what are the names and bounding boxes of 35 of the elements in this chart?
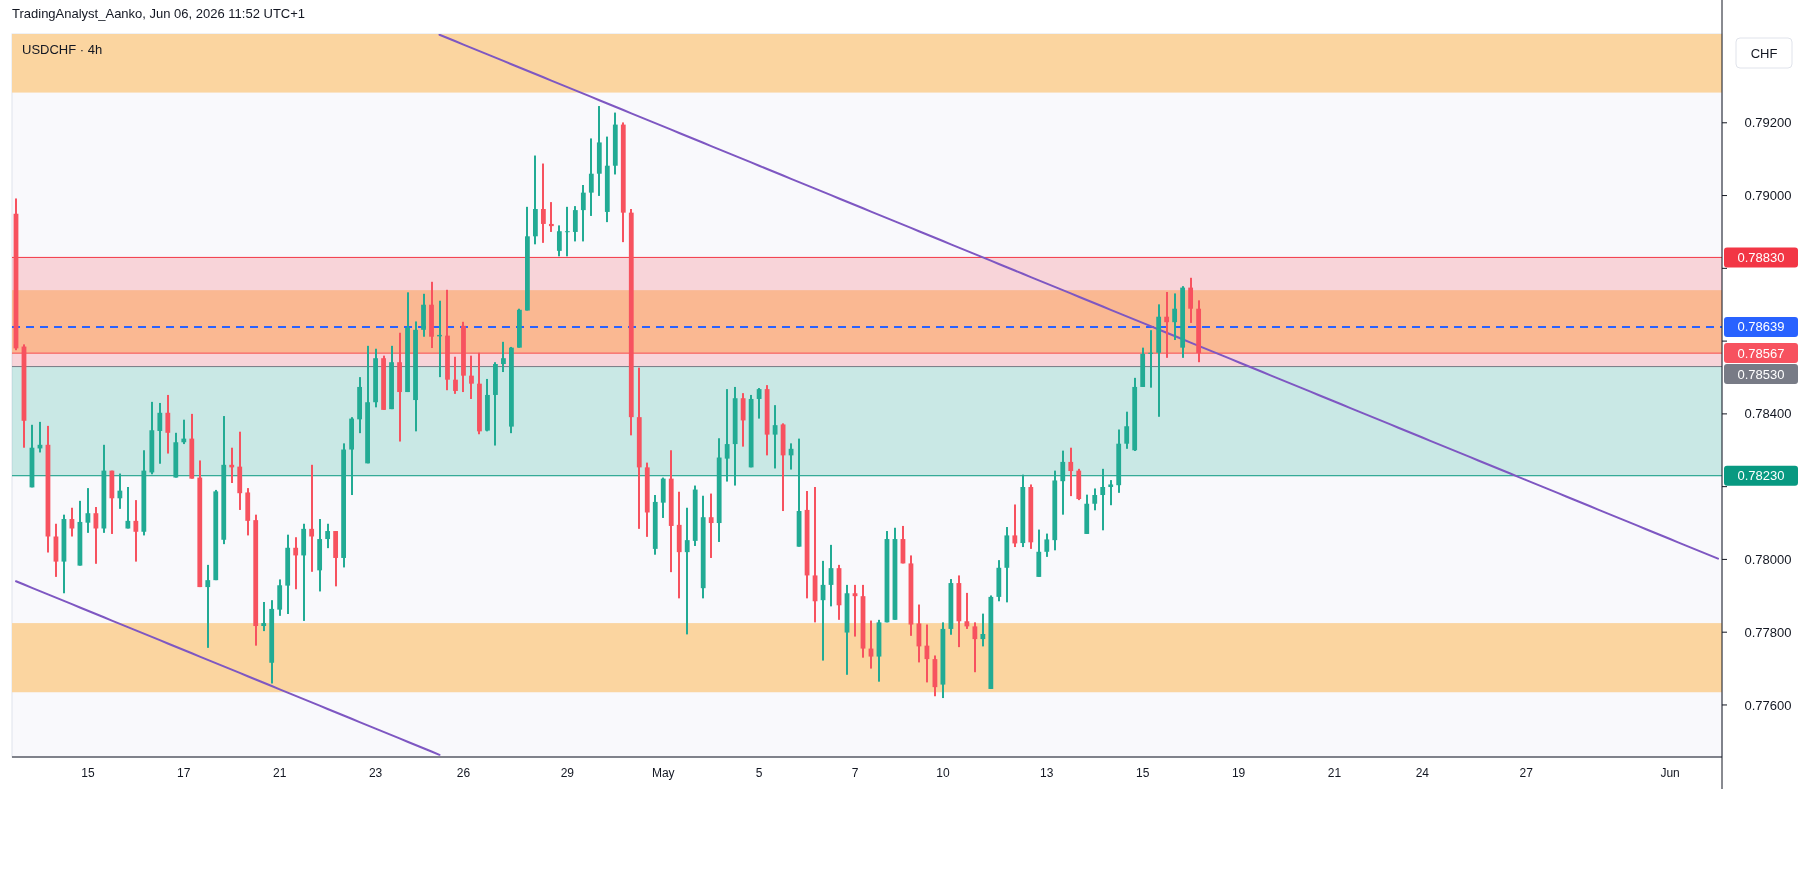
candlestick [1148, 330, 1154, 388]
ref-line-label: 0.78830 [1737, 249, 1785, 265]
y-tick-label: 0.77600 [1744, 697, 1792, 713]
line-series [438, 34, 1720, 560]
x-tick-label: 7 [851, 766, 859, 780]
x-tick-label: 26 [456, 766, 471, 780]
y-tick-label: 0.77800 [1744, 624, 1792, 640]
x-tick-label: 29 [560, 766, 575, 780]
ref-line-label: 0.78639 [1737, 319, 1785, 335]
x-tick-label: Jun [1660, 766, 1680, 780]
line-series [15, 580, 441, 756]
x-tick-label: 27 [1519, 766, 1534, 780]
text: USDCHF · 4h [22, 42, 103, 57]
y-tick-label: 0.78400 [1744, 406, 1792, 422]
x-tick-label: 21 [1327, 766, 1342, 780]
x-tick-label: May [651, 766, 675, 780]
y-tick-label: 0.79000 [1744, 188, 1792, 204]
x-tick-label: 15 [1136, 766, 1150, 780]
ref-line-label: 0.78230 [1737, 468, 1785, 484]
x-tick-label: 17 [177, 766, 191, 780]
ref-line-label: 0.78567 [1737, 345, 1785, 361]
x-tick-label: 15 [81, 766, 95, 780]
ref-line-label: 0.78530 [1737, 366, 1785, 382]
y-tick-label: 0.79200 [1744, 115, 1792, 131]
x-tick-label: 10 [936, 766, 950, 780]
x-tick-label: 23 [368, 766, 383, 780]
y-tick-label: 0.78000 [1744, 551, 1792, 567]
candlestick [564, 206, 570, 257]
x-tick-label: 5 [755, 766, 763, 780]
x-tick-label: 24 [1415, 766, 1430, 780]
x-tick-label: 19 [1231, 766, 1246, 780]
x-tick-label: 13 [1040, 766, 1054, 780]
y-axis-title: CHF [1750, 45, 1778, 61]
x-tick-label: 21 [273, 766, 287, 780]
text: TradingAnalyst_Aanko, Jun 06, 2026 11:52 UTC+1 [12, 6, 306, 21]
